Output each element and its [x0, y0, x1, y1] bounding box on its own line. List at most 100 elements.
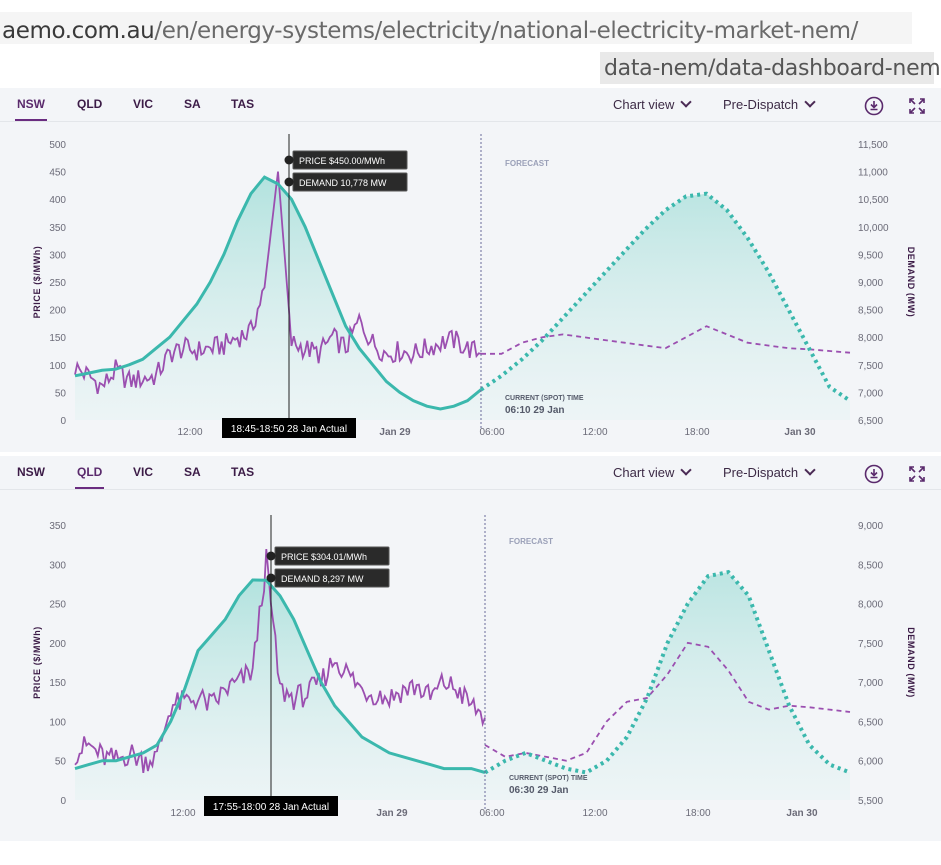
y2-tick-label: 6,500 [858, 717, 883, 728]
tab-vic[interactable]: VIC [133, 97, 154, 111]
chart-view-label: Chart view [613, 97, 675, 112]
demand-forecast-line [483, 569, 851, 775]
chevron-down-icon [680, 96, 693, 108]
y2-tick-label: 8,000 [858, 333, 883, 344]
x-tick-label: 06:00 [479, 808, 504, 819]
dispatch-label: Pre-Dispatch [723, 97, 799, 112]
y2-tick-label: 8,000 [858, 600, 883, 611]
tab-sa[interactable]: SA [184, 97, 201, 111]
y-axis-label: PRICE ($/MWh) [32, 246, 42, 319]
y2-tick-label: 7,500 [858, 361, 883, 372]
cursor-time-box [204, 796, 338, 816]
address-domain: aemo.com.au [2, 18, 155, 44]
y2-tick-label: 7,000 [858, 388, 883, 399]
demand-forecast-area [485, 572, 850, 800]
y2-tick-label: 10,000 [858, 223, 889, 234]
x-tick-label: Jan 29 [376, 808, 408, 819]
demand-hover-marker [266, 573, 276, 583]
address-bar-continued: data-nem/data-dashboard-nem [0, 50, 941, 86]
price-tooltip-text: PRICE $450.00/MWh [299, 156, 385, 166]
tab-nsw[interactable]: NSW [15, 97, 47, 121]
tab-tas[interactable]: TAS [231, 97, 255, 111]
demand-forecast-area [481, 193, 850, 420]
cursor-time-box [222, 418, 356, 438]
tab-sa[interactable]: SA [184, 465, 201, 479]
y2-tick-label: 6,500 [858, 416, 883, 427]
x-tick-label: 12:00 [170, 808, 195, 819]
chart-svg: 0 50 100 150 200 250 300 350 5,500 6,000 6,500 7,00… [32, 515, 916, 819]
cursor-time-label: 17:55-18:00 28 Jan Actual [213, 802, 329, 813]
y-tick-label: 100 [49, 361, 66, 372]
price-hover-marker [284, 155, 294, 165]
demand-forecast-line [479, 191, 852, 403]
x-tick-label: 12:00 [177, 427, 202, 438]
y-tick-label: 0 [60, 796, 66, 807]
price-actual-line [74, 549, 486, 774]
chevron-down-icon [804, 464, 816, 476]
download-icon[interactable] [864, 96, 884, 116]
price-forecast-line [481, 325, 851, 355]
y2-tick-label: 10,500 [858, 195, 889, 206]
x-tick-label: 18:00 [685, 808, 710, 819]
demand-tooltip-text: DEMAND 8,297 MW [281, 574, 364, 584]
y2-tick-label: 9,000 [858, 278, 883, 289]
y-tick-label: 150 [49, 678, 66, 689]
price-forecast-line [484, 641, 851, 762]
price-demand-chart-qld: 0 50 100 150 200 250 300 350 5,500 6,000 6,500 7,00… [0, 490, 941, 840]
price-hover-marker [266, 551, 276, 561]
y2-tick-label: 6,000 [858, 757, 883, 768]
y2-axis-label: DEMAND (MW) [906, 627, 916, 698]
chart-panel-nsw: NSW QLD VIC SA TAS Chart view Pre-Dispat… [0, 88, 941, 452]
price-tooltip-text: PRICE $304.01/MWh [281, 552, 367, 562]
y-tick-label: 500 [49, 140, 66, 151]
address-url[interactable]: aemo.com.au/en/energy-systems/electricit… [2, 18, 858, 44]
x-tick-label: Jan 30 [786, 808, 818, 819]
tab-qld[interactable]: QLD [74, 465, 105, 489]
y2-tick-label: 7,500 [858, 639, 883, 650]
cursor-time-label: 18:45-18:50 28 Jan Actual [231, 424, 347, 435]
y-tick-label: 100 [49, 717, 66, 728]
y-tick-label: 50 [55, 757, 67, 768]
y-tick-label: 450 [49, 168, 66, 179]
x-tick-label: 12:00 [582, 808, 607, 819]
y-tick-label: 200 [49, 306, 66, 317]
y-tick-label: 350 [49, 521, 66, 532]
tab-tas[interactable]: TAS [231, 465, 255, 479]
region-tab-bar: NSW QLD VIC SA TAS Chart view Pre-Dispat… [0, 88, 941, 122]
y2-tick-label: 9,500 [858, 250, 883, 261]
address-bar-background [0, 12, 912, 44]
y2-tick-label: 11,000 [858, 168, 888, 179]
demand-actual-area [75, 177, 481, 420]
y-tick-label: 250 [49, 600, 66, 611]
tab-nsw[interactable]: NSW [17, 465, 45, 479]
current-time-label: CURRENT (SPOT) TIME [505, 395, 584, 402]
y2-tick-label: 11,500 [858, 140, 888, 151]
dispatch-dropdown[interactable]: Pre-Dispatch [723, 96, 816, 112]
price-demand-chart-nsw: 0 50 100 150 200 250 300 350 400 450 500 6,500 7,000… [0, 122, 941, 452]
expand-icon[interactable] [907, 464, 927, 484]
address-bar[interactable]: aemo.com.au/en/energy-systems/electricit… [0, 10, 941, 48]
demand-actual-line [74, 578, 486, 774]
x-tick-label: Jan 29 [379, 427, 411, 438]
y-tick-label: 150 [49, 333, 66, 344]
download-icon[interactable] [864, 464, 884, 484]
y-tick-label: 250 [49, 278, 66, 289]
chart-panel-qld: NSW QLD VIC SA TAS Chart view Pre-Dispat… [0, 456, 941, 841]
address-bar-continued-background [600, 52, 934, 84]
y2-tick-label: 5,500 [858, 796, 883, 807]
expand-icon[interactable] [907, 96, 927, 116]
price-actual-line [74, 171, 482, 394]
y-axis-label: PRICE ($/MWh) [32, 626, 42, 699]
y2-axis-label: DEMAND (MW) [906, 247, 916, 318]
forecast-label: FORECAST [509, 537, 553, 546]
x-tick-label: 18:00 [684, 427, 709, 438]
current-time-value: 06:10 29 Jan [505, 405, 565, 416]
demand-hover-marker [284, 177, 294, 187]
chart-view-dropdown[interactable]: Chart view [613, 464, 693, 480]
tab-qld[interactable]: QLD [77, 97, 103, 111]
tab-vic[interactable]: VIC [133, 465, 154, 479]
dispatch-dropdown[interactable]: Pre-Dispatch [723, 464, 816, 480]
demand-actual-line [74, 175, 482, 411]
y-tick-label: 300 [49, 250, 66, 261]
chart-view-dropdown[interactable]: Chart view [613, 96, 693, 112]
